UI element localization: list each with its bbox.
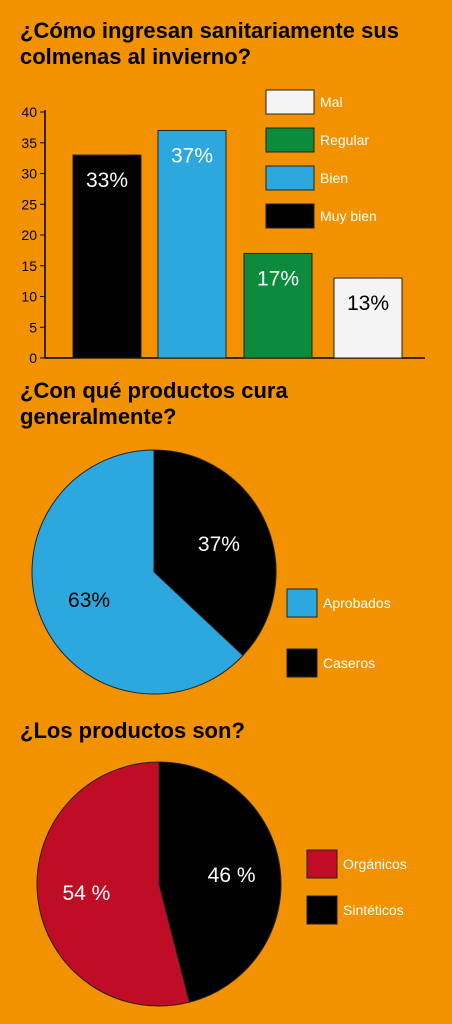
y-tick-label: 35 <box>21 135 37 151</box>
pie-slice-label: 63% <box>68 589 110 612</box>
legend-label: Mal <box>320 94 343 110</box>
pie-slice <box>153 449 277 657</box>
legend-label: Caseros <box>323 655 375 671</box>
pie-chart-2-title: ¿Los productos son? <box>20 718 245 743</box>
y-tick-label: 40 <box>21 104 37 120</box>
bar-value-label: 13% <box>347 292 389 315</box>
bar-chart: 0 5 10 15 20 25 30 35 40 33% 37% 17% 13% Mal Regular Bi… <box>21 89 425 366</box>
legend-label: Sintéticos <box>343 902 404 918</box>
bar <box>157 129 227 359</box>
y-tick-label: 0 <box>29 350 37 366</box>
y-tick-label: 20 <box>21 227 37 243</box>
pie-chart-1-title: ¿Con qué productos cura generalmente? <box>20 378 288 429</box>
y-tick-label: 5 <box>29 319 37 335</box>
pie-slice-label: 46 % <box>208 864 256 887</box>
bar <box>72 154 142 359</box>
legend-label: Bien <box>320 170 348 186</box>
legend-swatch <box>265 89 315 115</box>
legend-swatch <box>265 165 315 191</box>
y-tick-label: 15 <box>21 258 37 274</box>
bar <box>243 252 313 359</box>
legend-swatch <box>286 588 318 618</box>
bar-value-label: 17% <box>257 267 299 290</box>
bar-value-label: 37% <box>171 144 213 167</box>
pie-slice <box>31 449 244 695</box>
legend-swatch <box>265 203 315 229</box>
legend-label: Orgánicos <box>343 856 407 872</box>
bar <box>333 277 403 359</box>
pie-slice-label: 37% <box>198 533 240 556</box>
legend-swatch <box>306 895 338 925</box>
legend-swatch <box>265 127 315 153</box>
y-tick-label: 25 <box>21 196 37 212</box>
y-tick-label: 30 <box>21 166 37 182</box>
legend-label: Regular <box>320 132 369 148</box>
pie-slice-label: 54 % <box>62 882 110 905</box>
legend-swatch <box>306 849 338 879</box>
legend-label: Muy bien <box>320 208 377 224</box>
legend-swatch <box>286 648 318 678</box>
pie-slice <box>36 761 190 1007</box>
pie-slice <box>158 761 282 1003</box>
bar-value-label: 33% <box>86 169 128 192</box>
y-tick-label: 10 <box>21 289 37 305</box>
bar-chart-title: ¿Cómo ingresan sanitariamente sus colmen… <box>20 18 399 69</box>
legend-label: Aprobados <box>323 595 391 611</box>
